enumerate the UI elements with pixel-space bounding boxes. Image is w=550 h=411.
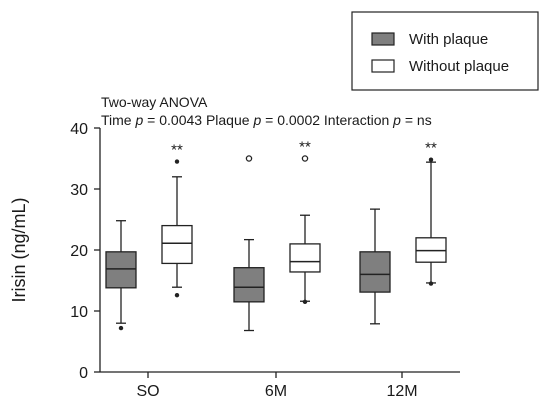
box-with-plaque-SO xyxy=(105,220,137,331)
y-tick-label: 30 xyxy=(70,182,88,199)
outlier-point xyxy=(428,281,434,286)
legend-label-without-plaque: Without plaque xyxy=(409,58,509,75)
box-with-plaque-12M xyxy=(359,208,391,325)
box-without-plaque-SO: ** xyxy=(161,142,193,298)
anova-interaction-p: p xyxy=(392,112,401,128)
box-iqr xyxy=(105,251,137,289)
y-tick-label: 20 xyxy=(70,243,88,260)
legend-swatch-without-plaque xyxy=(371,59,395,73)
anova-time-value: = 0.0043 Plaque xyxy=(143,112,253,128)
box-with-plaque-6M xyxy=(233,155,265,332)
legend: With plaque Without plaque xyxy=(351,11,539,91)
box-iqr xyxy=(359,251,391,293)
anova-time-p: p xyxy=(134,112,143,128)
x-tick-label: 6M xyxy=(265,383,287,400)
outlier-point xyxy=(301,155,309,162)
legend-label-with-plaque: With plaque xyxy=(409,31,488,48)
y-ticks: 0 10 20 30 40 xyxy=(70,121,100,382)
x-ticks: SO 6M 12M xyxy=(136,372,418,400)
outlier-point xyxy=(174,159,180,164)
box-groups: ** ** ** xyxy=(105,139,447,332)
legend-swatch-with-plaque xyxy=(371,32,395,46)
x-tick-label: 12M xyxy=(386,383,417,400)
outlier-point xyxy=(174,292,180,298)
outlier-point xyxy=(245,155,253,162)
anova-time-label: Time xyxy=(101,112,135,128)
box-iqr xyxy=(233,267,265,303)
box-iqr xyxy=(289,243,321,273)
significance-label: ** xyxy=(171,142,183,159)
anova-results: Time p = 0.0043 Plaque p = 0.0002 Intera… xyxy=(101,112,432,128)
anova-interaction-value: = ns xyxy=(401,112,432,128)
box-iqr xyxy=(161,224,193,265)
anova-title: Two-way ANOVA xyxy=(101,94,208,110)
box-without-plaque-12M: ** xyxy=(415,140,447,286)
significance-label: ** xyxy=(425,140,437,157)
x-tick-label: SO xyxy=(136,383,159,400)
anova-plaque-value: = 0.0002 Interaction xyxy=(261,112,393,128)
anova-plaque-p: p xyxy=(252,112,261,128)
legend-frame xyxy=(351,11,539,91)
outlier-point xyxy=(118,325,124,331)
outlier-point xyxy=(302,299,308,305)
outlier-point xyxy=(428,157,434,162)
significance-label: ** xyxy=(299,139,311,156)
y-tick-label: 10 xyxy=(70,304,88,321)
y-tick-label: 40 xyxy=(70,121,88,138)
y-axis-label: Irisin (ng/mL) xyxy=(9,197,29,302)
y-tick-label: 0 xyxy=(79,365,88,382)
box-without-plaque-6M: ** xyxy=(289,139,321,305)
